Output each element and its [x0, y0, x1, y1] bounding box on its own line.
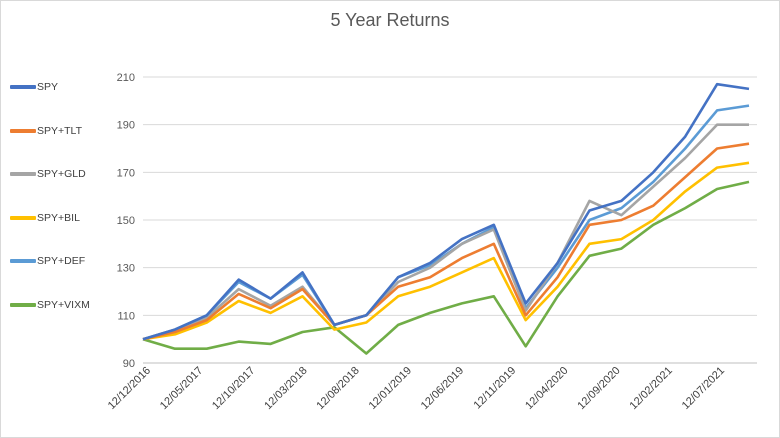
x-tick-label: 12/06/2019	[419, 365, 466, 412]
legend-label: SPY+GLD	[37, 168, 86, 180]
chart-title: 5 Year Returns	[330, 10, 450, 30]
legend-item: SPY	[10, 78, 58, 96]
x-tick-label: 12/05/2017	[158, 365, 205, 412]
legend-item: SPY+TLT	[10, 122, 82, 140]
legend-item: SPY+DEF	[10, 252, 85, 270]
legend-swatch	[10, 85, 36, 89]
legend-item: SPY+BIL	[10, 209, 80, 227]
chart-legend: SPY SPY+TLT SPY+GLD SPY+BIL SPY+DEF SPY+VIXM	[10, 78, 110, 318]
x-tick-label: 12/02/2021	[628, 365, 675, 412]
series-line-spy-bil	[142, 161, 750, 341]
series-line-spy-tlt	[142, 142, 750, 341]
legend-label: SPY+VIXM	[37, 298, 90, 311]
legend-label: SPY+BIL	[37, 211, 80, 224]
y-tick-label: 90	[123, 358, 135, 370]
legend-swatch	[10, 302, 36, 307]
legend-label: SPY	[37, 81, 59, 93]
legend-label: SPY+TLT	[37, 124, 83, 137]
x-tick-label: 12/10/2017	[210, 365, 257, 412]
y-tick-label: 170	[117, 167, 135, 179]
x-tick-label: 12/04/2020	[523, 365, 570, 412]
x-tick-label: 12/11/2019	[472, 365, 519, 412]
x-tick-label: 12/09/2020	[575, 365, 622, 412]
legend-swatch	[10, 128, 36, 133]
legend-swatch	[10, 215, 36, 220]
legend-swatch	[10, 259, 36, 263]
legend-item: SPY+GLD	[10, 165, 86, 183]
series-line-spy-gld	[142, 123, 749, 341]
x-tick-label: 12/01/2019	[367, 365, 414, 412]
legend-swatch	[10, 172, 36, 176]
y-tick-label: 130	[117, 263, 135, 275]
y-tick-label: 210	[117, 72, 135, 84]
x-tick-label: 12/07/2021	[680, 365, 727, 412]
x-tick-label: 12/08/2018	[314, 365, 361, 412]
x-tick-label: 12/03/2018	[262, 365, 309, 412]
y-tick-label: 110	[117, 310, 135, 322]
legend-label: SPY+DEF	[37, 255, 86, 267]
legend-item: SPY+VIXM	[10, 296, 90, 314]
series-line-spy	[142, 82, 750, 341]
series-line-spy-vixm	[142, 180, 750, 355]
y-tick-label: 150	[117, 215, 135, 227]
y-tick-label: 190	[117, 120, 135, 132]
x-tick-label: 12/12/2016	[106, 365, 153, 412]
